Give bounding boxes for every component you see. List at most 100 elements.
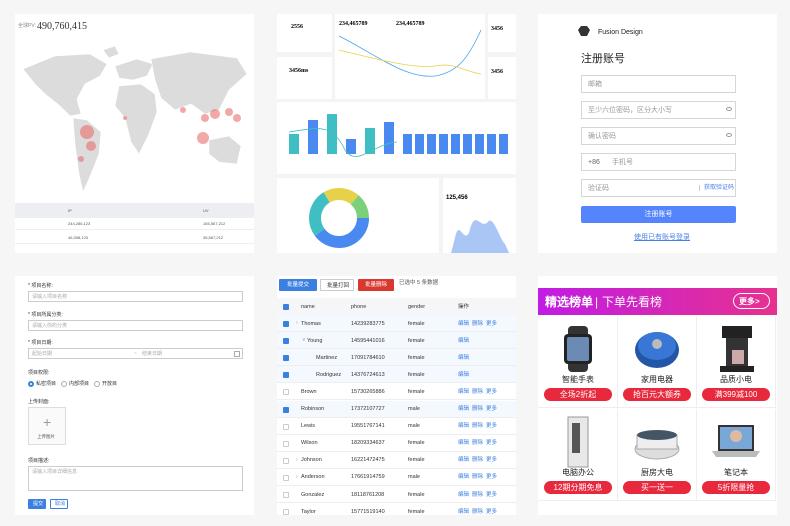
product-cell[interactable]: 家用电器 抢百元大额券 — [617, 316, 697, 408]
row-action[interactable]: 编辑 — [458, 354, 470, 361]
cell-gender: male — [408, 474, 420, 481]
row-action[interactable]: 编辑 — [458, 388, 470, 395]
row-action[interactable]: 删除 — [472, 440, 484, 447]
checkbox[interactable] — [283, 474, 289, 481]
placeholder: 结束日期 — [142, 351, 163, 357]
row-action[interactable]: 删除 — [472, 406, 484, 412]
checkbox[interactable] — [283, 389, 289, 396]
row-action[interactable]: 删除 — [472, 474, 484, 481]
radio[interactable] — [94, 381, 100, 387]
cell-gender: female — [408, 320, 425, 327]
form-panel: * 项目名称: 请输入项目名称 * 项目所属分类: 请输入你的分类 * 项目日期: 起始日… — [15, 276, 254, 515]
metric: 125,456 — [446, 195, 468, 201]
batch-button[interactable]: 批量删除 — [358, 279, 394, 291]
button-label: 取消 — [55, 501, 66, 507]
field-label: 上传封面: — [28, 399, 50, 405]
row-action[interactable]: 编辑 — [458, 423, 470, 430]
row-action[interactable]: 更多 — [486, 440, 498, 447]
cell-name: Brown — [301, 388, 317, 395]
input[interactable]: 请输入你的分类 — [28, 320, 243, 331]
checkbox[interactable] — [283, 372, 289, 379]
illustration — [712, 425, 760, 457]
checkbox[interactable] — [283, 509, 289, 515]
phone-input[interactable]: +86 手机号 — [581, 153, 736, 171]
row-action[interactable]: 编辑 — [458, 406, 470, 412]
table-header — [277, 298, 516, 315]
cell-phone: 17372107727 — [351, 406, 385, 412]
row-action[interactable]: 更多 — [486, 474, 498, 481]
input[interactable]: 起始日期 ~ 结束日期 — [28, 348, 243, 359]
row-action[interactable]: 删除 — [472, 491, 484, 498]
row-action[interactable]: 编辑 — [458, 337, 470, 344]
product-tag: 12期分期免息 — [544, 481, 612, 494]
checkbox[interactable] — [283, 423, 289, 430]
row-action[interactable]: 编辑 — [458, 440, 470, 447]
textarea[interactable]: 请输入项目详细信息 — [28, 466, 243, 491]
cell-phone: 16221472475 — [351, 457, 385, 464]
placeholder: 请输入项目名称 — [32, 294, 68, 300]
row-action[interactable]: 删除 — [472, 320, 484, 327]
row-action[interactable]: 更多 — [486, 406, 498, 412]
cancel-button[interactable]: 取消 — [50, 499, 68, 509]
row-action[interactable]: 更多 — [486, 491, 498, 498]
product-cell[interactable]: 智能手表 全场2折起 — [538, 316, 618, 408]
expand-icon[interactable]: ∨ — [302, 337, 306, 344]
placeholder: 至少六位密码，区分大小写 — [588, 107, 672, 114]
placeholder: 手机号 — [612, 159, 633, 166]
expand-icon[interactable]: › — [296, 456, 298, 463]
illustration — [564, 326, 592, 372]
table-row — [277, 452, 516, 469]
checkbox[interactable] — [283, 492, 289, 498]
get-code-link[interactable]: 获取验证码 — [699, 185, 734, 191]
row-action[interactable]: 编辑 — [458, 320, 470, 327]
checkbox[interactable] — [283, 355, 289, 362]
checkbox[interactable] — [283, 321, 289, 327]
upload-box[interactable]: + 上传图片 — [28, 407, 66, 445]
submit-button[interactable]: 提交 — [28, 499, 46, 509]
row-action[interactable]: 更多 — [486, 508, 498, 515]
checkbox[interactable] — [283, 406, 289, 413]
checkbox[interactable] — [283, 338, 289, 345]
submit-button[interactable]: 注册账号 — [581, 206, 736, 223]
input[interactable]: 请输入项目名称 — [28, 291, 243, 302]
product-cell[interactable]: 品质小电 满399减100 — [696, 316, 776, 408]
row-action[interactable]: 删除 — [472, 508, 484, 515]
batch-button[interactable]: 批量提交 — [279, 279, 317, 291]
row-action[interactable]: 更多 — [486, 320, 498, 327]
code-input[interactable]: 验证码 获取验证码 — [581, 179, 736, 197]
checkbox[interactable] — [283, 457, 289, 464]
input[interactable]: 至少六位密码，区分大小写 — [581, 101, 736, 119]
checkbox[interactable] — [283, 304, 289, 310]
radio[interactable] — [28, 381, 34, 387]
row-action[interactable]: 删除 — [472, 388, 484, 395]
row-action[interactable]: 编辑 — [458, 474, 470, 481]
product-cell[interactable]: 厨房大电 买一送一 — [617, 409, 697, 501]
login-link[interactable]: 使用已有账号登录 — [634, 234, 690, 241]
cell-name: Taylor — [301, 508, 316, 515]
radio[interactable] — [61, 381, 67, 387]
row-action[interactable]: 删除 — [472, 423, 484, 430]
input[interactable]: 邮箱 — [581, 75, 736, 93]
input[interactable]: 确认密码 — [581, 127, 736, 145]
row-action[interactable]: 删除 — [472, 457, 484, 464]
plus-icon: + — [43, 414, 52, 430]
cell-gender: male — [408, 423, 420, 430]
date-separator: ~ — [134, 351, 137, 357]
column-header: gender — [408, 304, 426, 310]
expand-icon[interactable]: › — [296, 473, 298, 480]
checkbox[interactable] — [283, 440, 289, 447]
row-action[interactable]: 更多 — [486, 457, 498, 464]
product-cell[interactable]: 电脑办公 12期分期免息 — [538, 409, 618, 501]
batch-button[interactable]: 批量打回 — [320, 279, 354, 291]
more-button[interactable]: 更多> — [733, 293, 770, 309]
cell-phone: 17091784610 — [351, 354, 385, 361]
expand-icon[interactable]: › — [296, 320, 298, 326]
row-action[interactable]: 更多 — [486, 423, 498, 430]
row-action[interactable]: 编辑 — [458, 508, 470, 515]
row-action[interactable]: 更多 — [486, 388, 498, 395]
tag-label: 全场2折起 — [559, 389, 597, 399]
row-action[interactable]: 编辑 — [458, 491, 470, 498]
row-action[interactable]: 编辑 — [458, 457, 470, 464]
row-action[interactable]: 编辑 — [458, 371, 470, 378]
product-cell[interactable]: 笔记本 5折限量抢 — [696, 409, 776, 501]
